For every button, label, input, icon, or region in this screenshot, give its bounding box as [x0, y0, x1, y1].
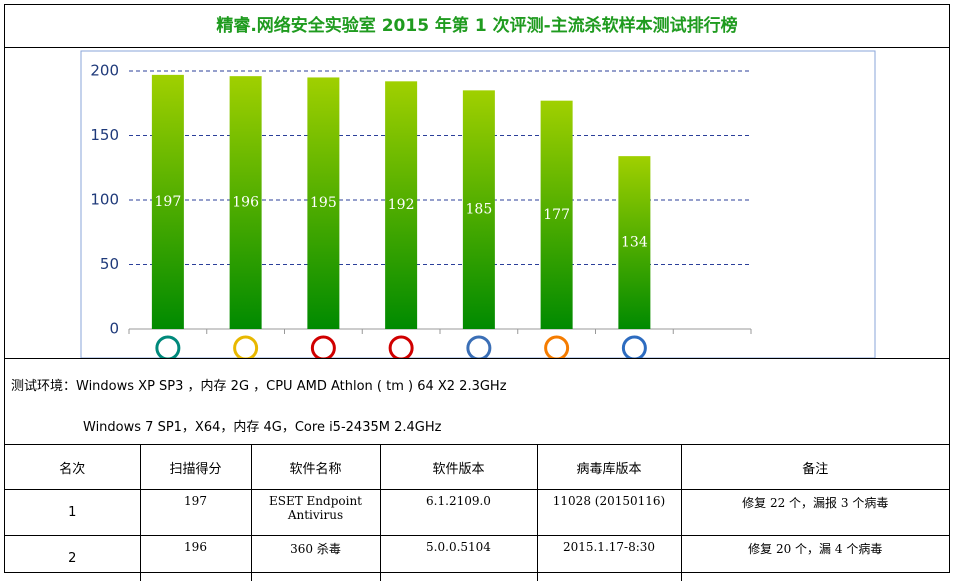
vendor-icon	[390, 337, 412, 358]
vendor-icon	[468, 337, 490, 358]
column-header: 备注	[681, 445, 949, 490]
table-cell: 修复 20 个，漏 4 个病毒	[681, 536, 949, 581]
table-cell: 1	[5, 490, 140, 536]
table-cell: 2015.1.17-8:30	[537, 536, 681, 581]
vendor-icon	[546, 337, 568, 358]
y-tick-label: 50	[100, 255, 119, 273]
column-header: 名次	[5, 445, 140, 490]
table-cell: 5.0.0.5104	[380, 536, 537, 581]
vendor-icon	[157, 337, 179, 358]
value-label: 134	[621, 235, 648, 251]
value-label: 197	[155, 194, 182, 210]
value-label: 192	[388, 197, 415, 213]
table-cell: 11028 (20150116)	[537, 490, 681, 536]
y-tick-label: 0	[109, 320, 119, 338]
column-header: 病毒库版本	[537, 445, 681, 490]
column-header: 软件版本	[380, 445, 537, 490]
y-tick-label: 150	[90, 126, 119, 144]
env-line: 测试环境：Windows XP SP3 ，内存 2G ，CPU AMD Athl…	[11, 375, 507, 394]
env-line: Windows 7 SP1，X64，内存 4G，Core i5-2435M 2.…	[83, 416, 441, 435]
environment: 测试环境：Windows XP SP3 ，内存 2G ，CPU AMD Athl…	[5, 358, 949, 445]
table-cell: 修复 22 个，漏报 3 个病毒	[681, 490, 949, 536]
value-label: 185	[466, 202, 493, 218]
title: 精睿.网络安全实验室 2015 年第 1 次评测-主流杀软样本测试排行榜	[5, 5, 949, 48]
table-cell: 6.1.2109.0	[380, 490, 537, 536]
table-cell: ESET Endpoint Antivirus	[251, 490, 380, 536]
chart: 0 50 100 150 200 197 196 195 192 185 177 134	[5, 48, 949, 358]
value-label: 195	[310, 195, 337, 211]
table-cell: 196	[140, 536, 251, 581]
value-label: 177	[543, 207, 570, 223]
column-header: 扫描得分	[140, 445, 251, 490]
table-cell: 2	[5, 536, 140, 581]
value-label: 196	[232, 195, 259, 211]
y-tick-label: 200	[90, 62, 119, 80]
column-header: 软件名称	[251, 445, 380, 490]
y-tick-label: 100	[90, 191, 119, 209]
vendor-icon	[235, 337, 257, 358]
table-cell: 360 杀毒	[251, 536, 380, 581]
page: 精睿.网络安全实验室 2015 年第 1 次评测-主流杀软样本测试排行榜 0 50…	[4, 4, 950, 573]
table-cell: 197	[140, 490, 251, 536]
vendor-icon	[312, 337, 334, 358]
vendor-icon	[623, 337, 645, 358]
